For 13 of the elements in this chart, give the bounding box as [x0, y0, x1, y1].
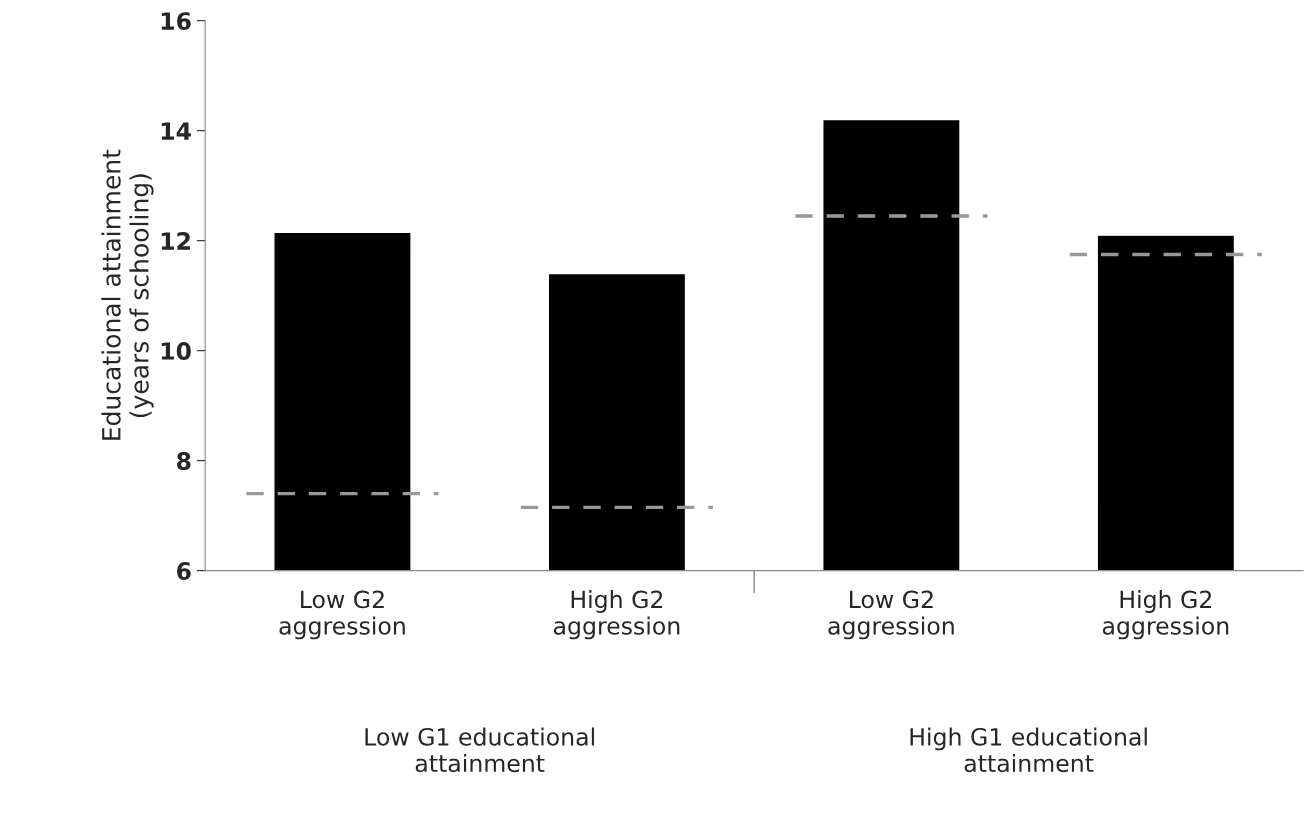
y-tick-label: 12	[161, 232, 190, 250]
x-tick-label: High G2 aggression	[553, 590, 680, 640]
y-tick-label: 6	[177, 562, 191, 580]
x-tick-label: Low G2 aggression	[279, 590, 405, 640]
x-tick-label: Low G2 aggression	[828, 590, 954, 640]
y-tick-label: 10	[161, 342, 191, 360]
y-tick-label: 14	[161, 122, 191, 140]
x-tick-label: High G2 aggression	[1102, 590, 1229, 640]
text: High G1 educational attainment	[910, 727, 1147, 773]
y-axis-title: Educational attainment (years of schooling)	[101, 149, 154, 440]
y-tick-label: 8	[177, 452, 191, 470]
text: Low G1 educational attainment	[365, 727, 594, 773]
y-tick-label: 16	[161, 12, 191, 30]
